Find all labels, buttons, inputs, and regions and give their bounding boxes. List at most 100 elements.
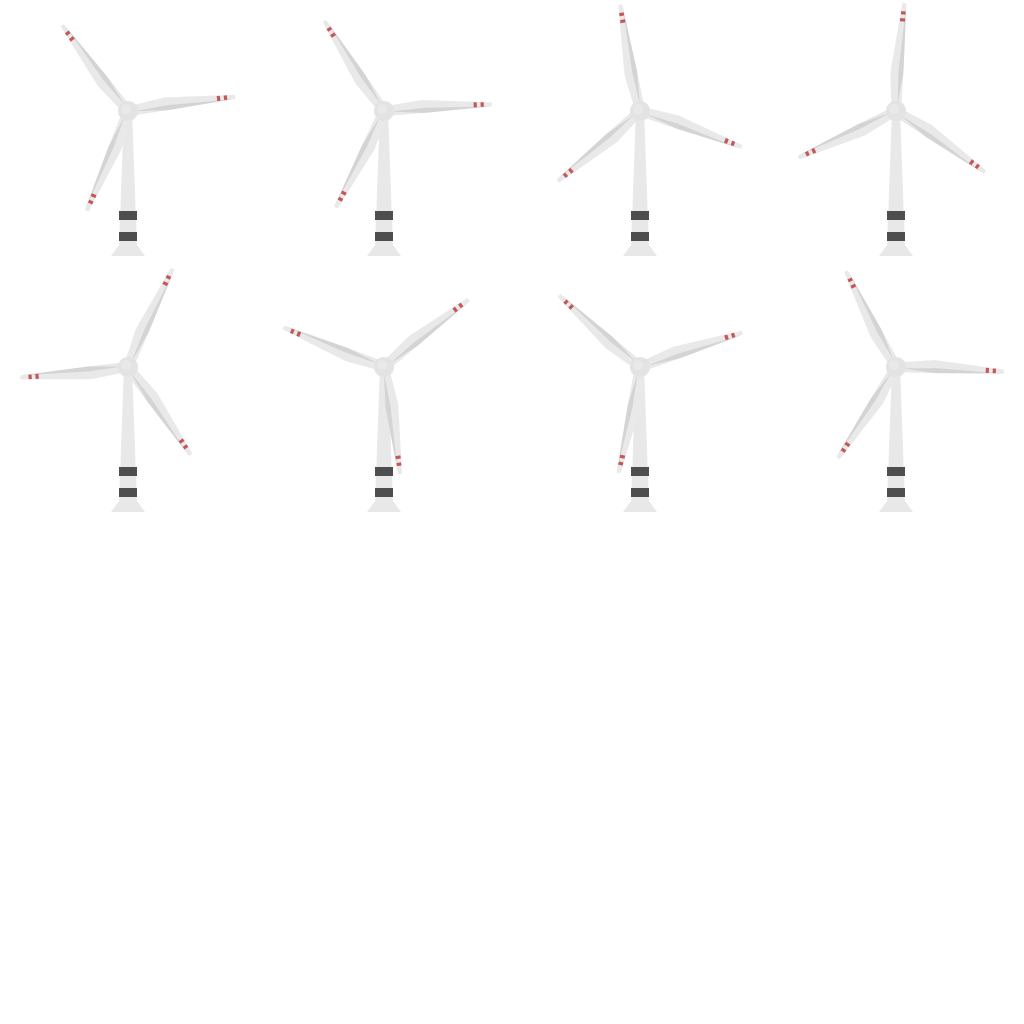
- tower-band: [631, 467, 649, 476]
- wind-turbine-icon: [557, 293, 744, 512]
- turbine-base: [879, 502, 913, 512]
- blade-tip-stripe: [88, 199, 94, 205]
- turbine-blade: [836, 367, 899, 460]
- blade-tip-stripe: [480, 102, 484, 107]
- blade-tip-stripe: [724, 138, 729, 144]
- blade-body: [557, 293, 641, 369]
- tower-band: [119, 232, 137, 241]
- blade-tip-stripe: [395, 455, 401, 460]
- turbine-blade: [334, 112, 387, 209]
- blade-tip-stripe: [326, 26, 333, 32]
- blade-tip-stripe: [619, 454, 626, 459]
- blade-body: [126, 367, 193, 457]
- blade-tip-stripe: [296, 331, 302, 337]
- hub-highlight: [889, 104, 899, 114]
- turbine-frame: [0, 256, 256, 512]
- blade-tip-stripe: [182, 444, 189, 450]
- blade-tip-stripe: [568, 303, 575, 310]
- blade-tip-stripe: [619, 12, 625, 17]
- blade-body: [642, 107, 743, 149]
- blade-tip-stripe: [473, 102, 477, 108]
- blade-body: [616, 369, 645, 474]
- turbine-blade: [896, 109, 987, 174]
- tower-band: [887, 467, 905, 476]
- tower-band: [631, 488, 649, 497]
- blade-shadow: [85, 116, 125, 209]
- blade-tip-stripe: [216, 95, 221, 102]
- blade-tip-stripe: [618, 461, 624, 466]
- tower-band: [375, 211, 393, 220]
- turbine-blade: [384, 298, 470, 369]
- blade-tip-stripe: [900, 11, 906, 15]
- blade-body: [618, 4, 645, 108]
- turbine-base: [367, 502, 401, 512]
- blade-tip-stripe: [337, 196, 344, 202]
- blade-tip-stripe: [162, 281, 169, 287]
- blade-body: [896, 109, 987, 174]
- turbine-base: [879, 246, 913, 256]
- turbine-blade: [642, 107, 743, 149]
- blade-body: [836, 367, 899, 460]
- turbine-blade: [125, 267, 175, 366]
- blade-tip-stripe: [396, 462, 402, 467]
- turbine-blade: [642, 330, 744, 371]
- turbine-tower: [119, 367, 137, 504]
- turbine-sprite-sheet: [0, 0, 1024, 512]
- blade-body: [890, 3, 907, 108]
- blade-body: [84, 112, 132, 212]
- blade-tip-stripe: [620, 19, 626, 24]
- tower-band: [887, 211, 905, 220]
- turbine-blade: [84, 112, 132, 212]
- hub-highlight: [377, 360, 387, 370]
- turbine-blade: [387, 100, 492, 116]
- blade-shadow: [389, 302, 469, 365]
- blade-tip-stripe: [458, 302, 464, 309]
- hub-highlight: [121, 360, 131, 370]
- blade-shadow: [134, 99, 234, 112]
- tower-band: [375, 232, 393, 241]
- blade-body: [322, 19, 387, 111]
- wind-turbine-icon: [797, 3, 987, 256]
- turbine-frame: [256, 0, 512, 256]
- turbine-blade: [282, 325, 383, 371]
- blade-tip-stripe: [804, 151, 810, 157]
- turbine-blade: [20, 362, 125, 380]
- blade-shadow: [22, 366, 122, 376]
- blade-tip-stripe: [28, 374, 32, 380]
- turbine-frame: [768, 0, 1024, 256]
- blade-tip-stripe: [811, 147, 817, 154]
- turbine-frame: [512, 256, 768, 512]
- blade-shadow: [383, 373, 398, 473]
- blade-shadow: [561, 295, 637, 363]
- hub-highlight: [377, 104, 387, 114]
- blade-tip-stripe: [730, 140, 736, 147]
- blade-body: [899, 360, 1005, 374]
- blade-shadow: [622, 6, 640, 105]
- turbine-blade: [60, 24, 130, 111]
- blade-body: [282, 325, 383, 371]
- blade-shadow: [848, 272, 895, 362]
- turbine-base: [111, 502, 145, 512]
- blade-tip-stripe: [847, 277, 853, 283]
- blade-shadow: [286, 326, 379, 364]
- blade-tip-stripe: [452, 306, 458, 313]
- wind-turbine-icon: [60, 24, 236, 256]
- tower-band: [375, 488, 393, 497]
- blade-shadow: [799, 112, 891, 155]
- wind-turbine-icon: [322, 19, 492, 256]
- turbine-blade: [126, 367, 193, 457]
- blade-tip-stripe: [899, 18, 906, 22]
- wind-turbine-icon: [556, 4, 743, 256]
- blade-shadow: [334, 115, 381, 205]
- blade-tip-stripe: [64, 30, 71, 36]
- blade-shadow: [131, 271, 174, 362]
- turbine-blade: [322, 19, 387, 111]
- turbine-frame: [512, 0, 768, 256]
- blade-body: [131, 94, 236, 116]
- wind-turbine-icon: [282, 298, 470, 512]
- blade-tip-stripe: [35, 373, 39, 379]
- tower-band: [631, 232, 649, 241]
- empty-canvas-area: [0, 512, 1024, 1024]
- tower-band: [887, 488, 905, 497]
- turbine-blade: [557, 293, 641, 369]
